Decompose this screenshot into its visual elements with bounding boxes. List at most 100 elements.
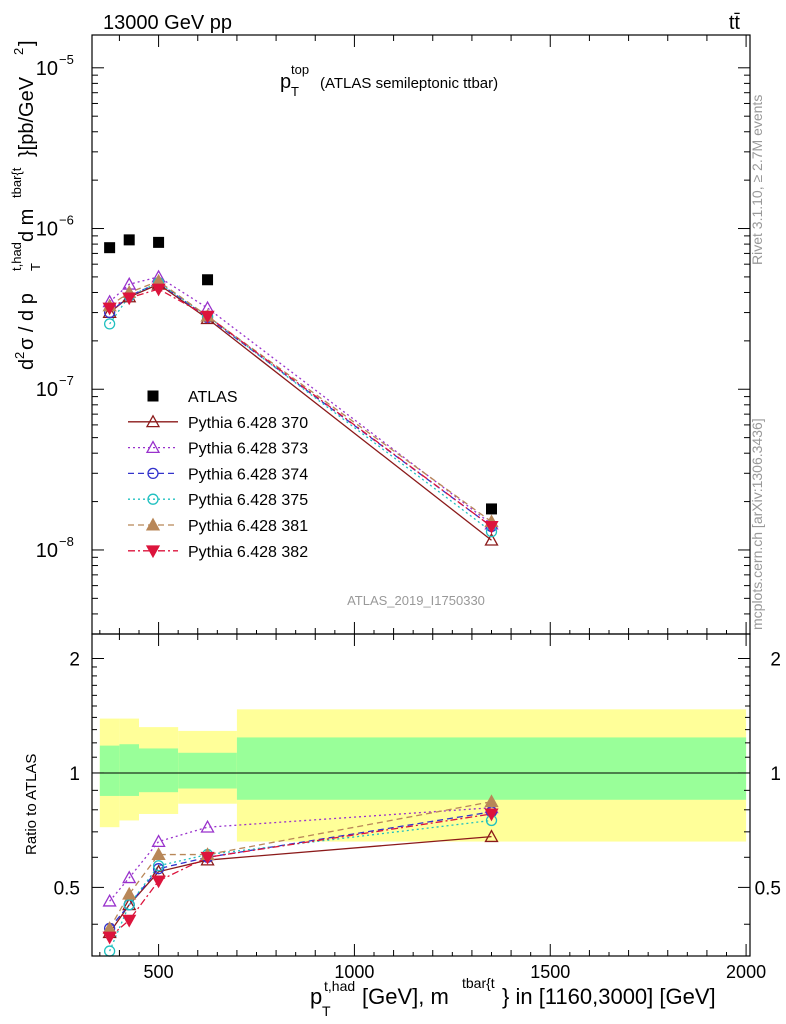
- data-point-2: [153, 236, 165, 248]
- ratio-1-point-1: [122, 870, 137, 884]
- ratio-y-label: Ratio to ATLAS: [23, 754, 40, 855]
- ylabel-sq: 2: [11, 48, 26, 55]
- ratio-line-1: [109, 807, 492, 902]
- legend-label-data: ATLAS: [188, 389, 238, 406]
- ratio-3-point-1: [123, 899, 135, 911]
- series-5-point-4: [484, 521, 499, 534]
- series-5-point-0: [102, 302, 117, 316]
- data-point-4: [486, 503, 497, 515]
- series-line-2: [109, 281, 492, 528]
- analysis-label: ATLAS_2019_I1750330: [347, 593, 485, 608]
- y-tick-base-1: 10: [36, 219, 58, 241]
- ratio-0-point-4: [484, 829, 499, 843]
- legend-label-3: Pythia 6.428 375: [188, 492, 308, 509]
- series-line-4: [109, 280, 492, 523]
- ratio-1-point-2: [151, 834, 166, 848]
- series-0-point-4: [484, 532, 499, 546]
- xlabel-p: p: [310, 984, 322, 1009]
- beam-label: 13000 GeV pp: [103, 12, 232, 34]
- ratio-tick-label-right-2: 2: [770, 650, 781, 671]
- data-point-0: [104, 242, 116, 254]
- y-tick-exp-0: −5: [59, 52, 74, 67]
- ylabel-T: T: [28, 263, 43, 271]
- ratio-1-point-3: [200, 819, 215, 833]
- ratio-5-point-3: [200, 851, 215, 865]
- ylabel-rest: }[pb/GeV: [16, 76, 38, 157]
- xlabel-rest: } in [1160,3000] [GeV]: [502, 984, 716, 1009]
- legend-marker-data: [147, 390, 159, 402]
- green-band-3: [178, 752, 237, 789]
- ylabel-sigma: σ / d p: [16, 293, 38, 350]
- ratio-2-point-2: [152, 863, 165, 875]
- data-point-1: [123, 234, 135, 246]
- ratio-tick-label-0: 0.5: [54, 878, 80, 899]
- ratio-4-point-1: [122, 886, 137, 900]
- legend-marker-3: [147, 493, 159, 505]
- process-label: tt̄: [729, 12, 741, 34]
- ratio-tick-label-2: 2: [69, 650, 80, 671]
- plot-title: p T top (ATLAS semileptonic ttbar): [280, 62, 498, 99]
- ylabel-two: 2: [12, 352, 27, 359]
- x-tick-label-2: 1500: [530, 962, 570, 982]
- xlabel-tbar: tbar{t: [462, 975, 495, 991]
- legend-marker-4: [145, 517, 161, 531]
- ratio-panel-frame: [91, 633, 751, 957]
- ylabel-dm: d m: [16, 209, 38, 242]
- mcplots-label: mcplots.cern.ch [arXiv:1306.3436]: [749, 418, 765, 630]
- legend-label-5: Pythia 6.428 382: [188, 544, 308, 561]
- data-markers: [102, 234, 499, 957]
- ylabel-close: ]: [16, 40, 38, 46]
- series-line-1: [109, 276, 492, 525]
- legend-marker-5: [145, 545, 161, 559]
- ratio-5-point-0: [102, 931, 117, 945]
- ratio-3-point-2: [152, 860, 165, 872]
- ratio-tick-label-1: 1: [69, 764, 80, 785]
- rivet-label: Rivet 3.1.10, ≥ 2.7M events: [749, 95, 765, 265]
- mc-series-lines: [109, 276, 492, 952]
- legend-label-4: Pythia 6.428 381: [188, 518, 308, 535]
- legend-label-1: Pythia 6.428 373: [188, 441, 308, 458]
- ratio-4-point-4: [484, 794, 499, 808]
- y-tick-base-0: 10: [36, 58, 58, 80]
- ratio-4-point-2: [151, 847, 166, 861]
- legend-marker-2: [147, 467, 159, 480]
- ratio-line-2: [109, 811, 492, 929]
- green-band-0: [99, 745, 120, 796]
- y-axis-label: d 2 σ / d p T t,had d m tbar{t }[pb/GeV …: [9, 40, 43, 370]
- legend-label-2: Pythia 6.428 374: [188, 466, 308, 483]
- ratio-line-0: [109, 835, 492, 934]
- series-line-5: [109, 288, 492, 528]
- xlabel-mid: [GeV], m: [362, 984, 449, 1009]
- x-axis-label: p T t,had [GeV], m tbar{t } in [1160,300…: [310, 975, 716, 1019]
- legend-marker-0: [145, 414, 161, 428]
- legend-marker-1: [145, 440, 161, 454]
- xlabel-thad: t,had: [324, 978, 355, 994]
- x-tick-label-1: 1000: [334, 962, 374, 982]
- green-band-2: [139, 748, 179, 793]
- y-tick-base-3: 10: [36, 540, 58, 562]
- ratio-5-point-4: [484, 808, 499, 822]
- title-rest: (ATLAS semileptonic ttbar): [320, 75, 498, 92]
- y-tick-base-2: 10: [36, 379, 58, 401]
- x-tick-label-3: 2000: [726, 962, 766, 982]
- series-3-point-0: [103, 318, 116, 330]
- title-sup: top: [291, 62, 309, 77]
- title-sub: T: [291, 84, 299, 99]
- ratio-5-point-1: [122, 914, 137, 928]
- ylabel-tbar: tbar{t: [9, 167, 24, 198]
- legend: ATLAS Pythia 6.428 370 Pythia 6.428 373 Pyt…: [128, 389, 308, 561]
- ratio-tick-label-right-1: 1: [770, 764, 781, 785]
- series-5-point-3: [200, 310, 215, 324]
- x-tick-label-0: 500: [144, 962, 174, 982]
- y-tick-exp-3: −8: [59, 534, 74, 549]
- data-point-3: [202, 274, 214, 286]
- ratio-line-4: [109, 801, 492, 929]
- ylabel-d: d: [16, 359, 38, 370]
- green-band-1: [119, 744, 139, 796]
- ratio-line-5: [109, 813, 492, 938]
- title-main: p: [280, 71, 291, 93]
- series-5-point-1: [122, 292, 137, 306]
- axis-ticks: [92, 35, 750, 956]
